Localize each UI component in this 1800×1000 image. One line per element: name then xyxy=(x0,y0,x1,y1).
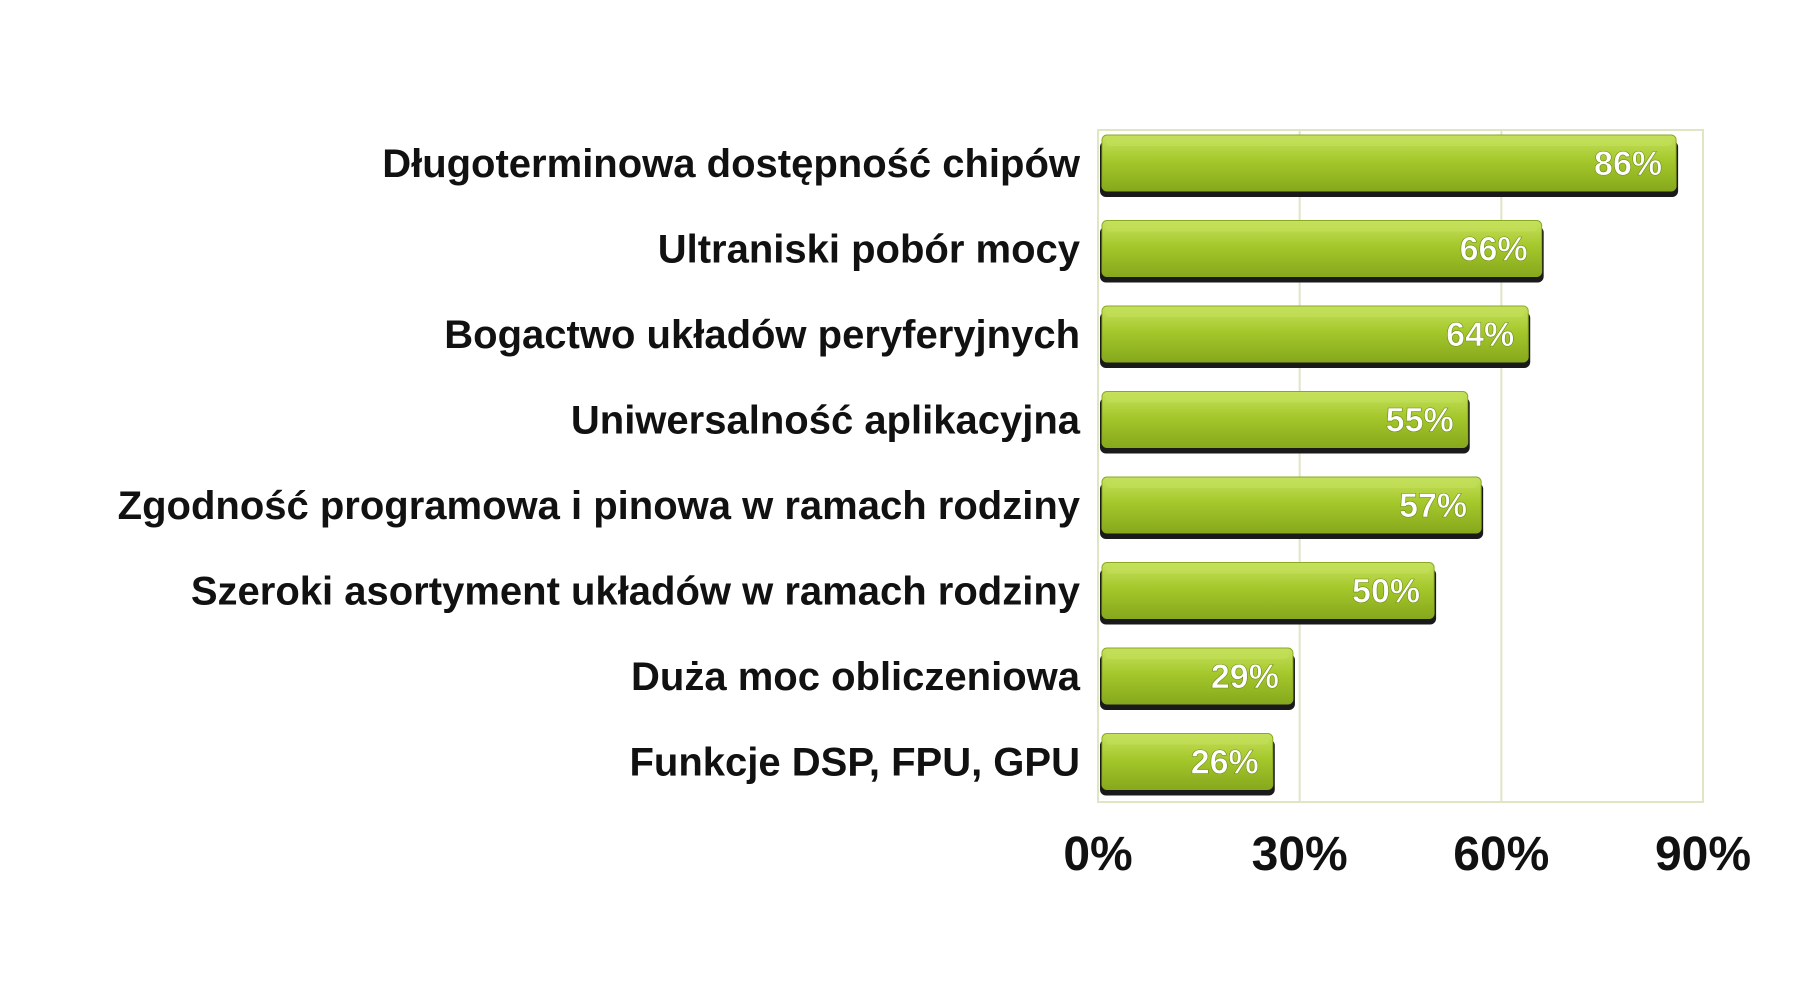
category-label-4: Zgodność programowa i pinowa w ramach ro… xyxy=(118,484,1081,528)
value-label-3: 55% xyxy=(1386,402,1454,440)
bars xyxy=(1100,134,1679,796)
bar-highlight-4 xyxy=(1106,480,1478,488)
category-label-2: Bogactwo układów peryferyjnych xyxy=(444,313,1080,357)
bar-highlight-7 xyxy=(1106,736,1269,745)
x-tick-label-2: 60% xyxy=(1453,828,1549,881)
category-label-0: Długoterminowa dostępność chipów xyxy=(382,142,1081,186)
x-axis-tick-labels: 0% 30% 60% 90% xyxy=(1063,828,1751,881)
bar-2 xyxy=(1101,305,1529,363)
bar-4 xyxy=(1101,476,1482,534)
x-tick-label-3: 90% xyxy=(1655,828,1751,881)
bar-0 xyxy=(1101,134,1677,192)
value-label-2: 64% xyxy=(1446,316,1514,354)
category-label-3: Uniwersalność aplikacyjna xyxy=(571,399,1081,443)
category-label-5: Szeroki asortyment układów w ramach rodz… xyxy=(191,570,1081,614)
category-label-7: Funkcje DSP, FPU, GPU xyxy=(630,741,1081,785)
x-tick-label-1: 30% xyxy=(1252,828,1348,881)
bar-1 xyxy=(1101,220,1543,277)
value-label-1: 66% xyxy=(1460,231,1528,269)
x-tick-label-0: 0% xyxy=(1063,828,1132,881)
value-label-7: 26% xyxy=(1191,744,1259,782)
bar-3 xyxy=(1101,391,1469,448)
bar-highlight-5 xyxy=(1106,565,1431,574)
plot-border xyxy=(1097,129,1704,803)
bar-highlight-6 xyxy=(1106,651,1289,659)
plot-frame xyxy=(1097,129,1704,803)
bar-7 xyxy=(1101,733,1274,790)
value-label-6: 29% xyxy=(1211,658,1279,696)
value-label-4: 57% xyxy=(1399,487,1467,525)
category-label-1: Ultraniski pobór mocy xyxy=(658,228,1081,272)
bar-6 xyxy=(1101,647,1294,705)
value-label-0: 86% xyxy=(1594,145,1662,183)
value-labels: 86% 66% 64% 55% 57% 50% 29% 26% xyxy=(1190,145,1662,782)
category-label-6: Duża moc obliczeniowa xyxy=(631,655,1081,699)
value-label-5: 50% xyxy=(1352,573,1420,611)
bar-highlight-3 xyxy=(1106,394,1464,403)
bar-highlight-2 xyxy=(1106,309,1525,317)
bar-5 xyxy=(1101,562,1435,619)
bar-highlight-0 xyxy=(1106,138,1673,146)
bar-highlight-1 xyxy=(1106,223,1538,232)
category-labels: Długoterminowa dostępność chipów Ultranis… xyxy=(118,142,1081,785)
